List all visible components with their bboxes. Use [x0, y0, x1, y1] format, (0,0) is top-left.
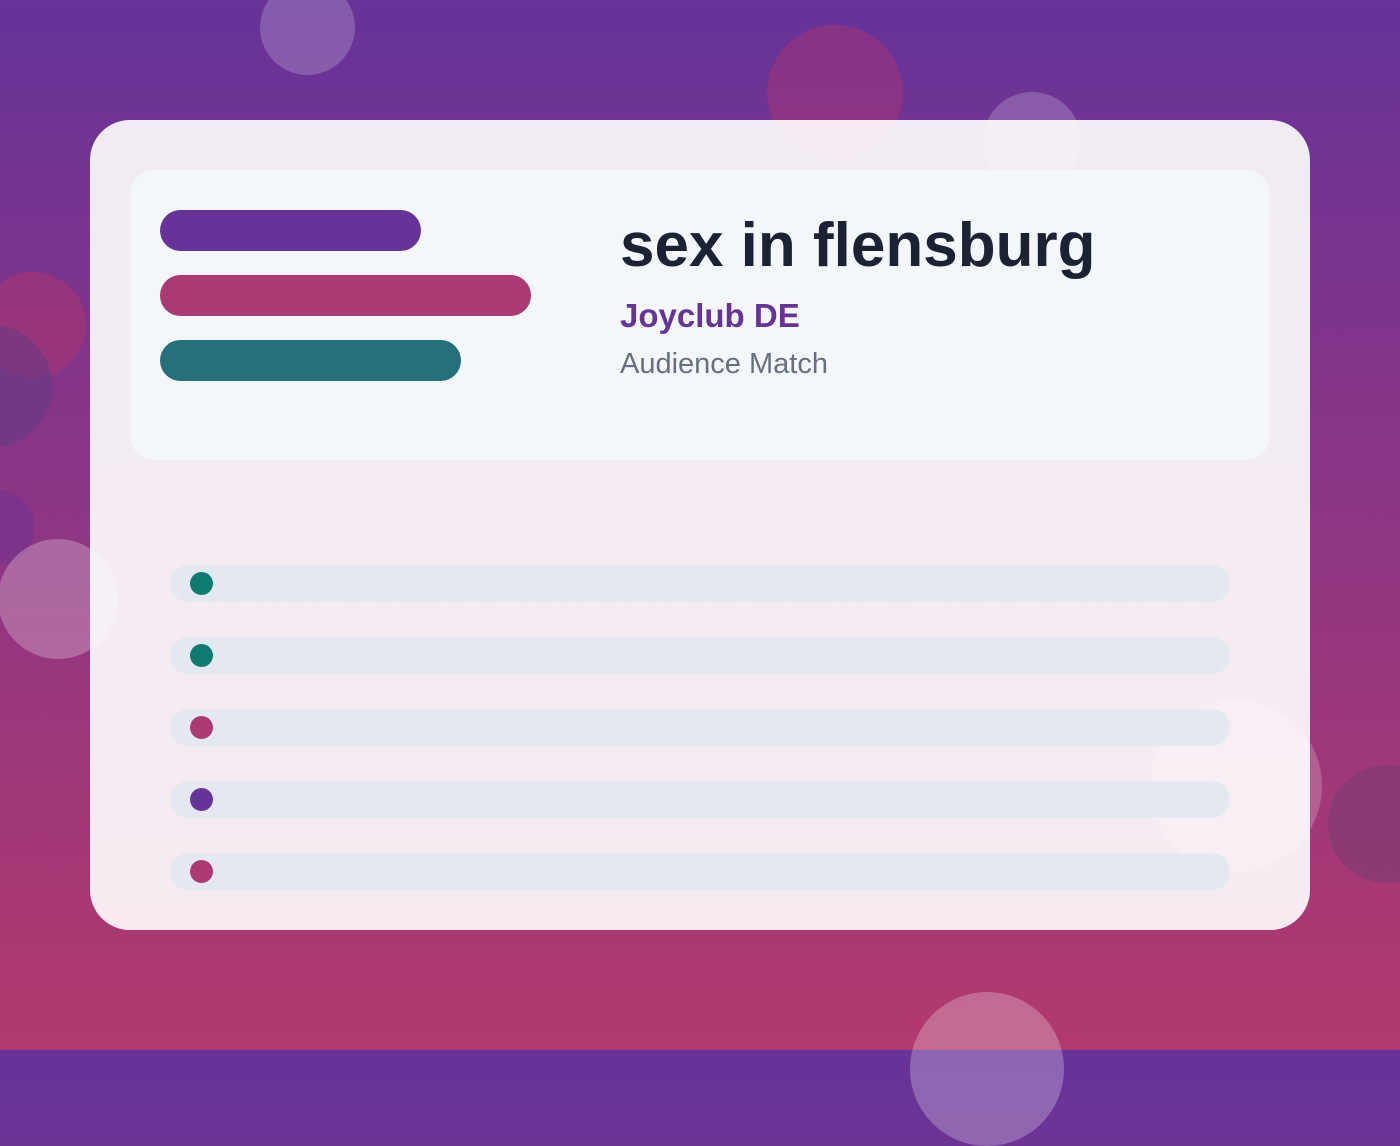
- background-bubble: [1328, 765, 1400, 883]
- list-item: [170, 565, 1230, 602]
- teal-bar: [160, 340, 461, 381]
- status-dot-icon: [190, 860, 213, 883]
- page-title: sex in flensburg: [620, 211, 1096, 280]
- background-bubble: [0, 272, 86, 378]
- brand-name: Joyclub DE: [620, 297, 800, 334]
- background-bubble: [260, 0, 355, 75]
- list-item: [170, 637, 1230, 674]
- status-dot-icon: [190, 644, 213, 667]
- status-dot-icon: [190, 572, 213, 595]
- background-bubble: [910, 992, 1064, 1146]
- status-dot-icon: [190, 716, 213, 739]
- purple-bar: [160, 210, 421, 251]
- page-subtitle: Audience Match: [620, 348, 828, 380]
- list-item: [170, 853, 1230, 890]
- list-item: [170, 781, 1230, 818]
- status-dot-icon: [190, 788, 213, 811]
- list-item: [170, 709, 1230, 746]
- content-card: sex in flensburg Joyclub DE Audience Mat…: [90, 120, 1310, 930]
- magenta-bar: [160, 275, 531, 316]
- hero-panel: sex in flensburg Joyclub DE Audience Mat…: [130, 170, 1270, 460]
